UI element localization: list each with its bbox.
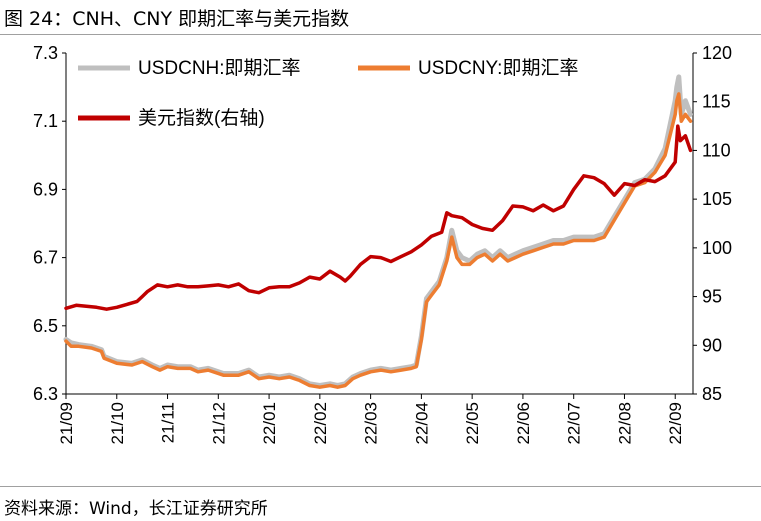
source-note: 资料来源：Wind，长江证券研究所 <box>4 499 268 519</box>
x-tick-label: 22/03 <box>362 402 381 445</box>
x-tick-label: 22/08 <box>615 402 634 445</box>
source-divider <box>0 486 761 487</box>
x-tick-label: 22/02 <box>311 402 330 445</box>
left-tick-label: 6.9 <box>33 179 58 199</box>
x-tick-label: 21/12 <box>209 402 228 445</box>
title-divider <box>0 34 761 35</box>
right-tick-label: 100 <box>702 238 732 258</box>
legend-label-3: 美元指数(右轴) <box>138 107 265 129</box>
legend-label-1: USDCNH:即期汇率 <box>138 57 301 79</box>
right-tick-label: 85 <box>702 384 722 404</box>
x-tick-label: 22/04 <box>412 402 431 445</box>
figure-title: 图 24：CNH、CNY 即期汇率与美元指数 <box>4 8 350 30</box>
series-line-3 <box>64 124 693 311</box>
x-tick-label: 21/11 <box>159 402 178 443</box>
series-line-2 <box>64 92 693 389</box>
x-tick-label: 22/06 <box>514 402 533 445</box>
left-tick-label: 7.3 <box>33 43 58 63</box>
left-tick-label: 7.1 <box>33 111 58 131</box>
left-tick-label: 6.5 <box>33 316 58 336</box>
legend-label-2: USDCNY:即期汇率 <box>418 57 578 79</box>
right-tick-label: 105 <box>702 189 732 209</box>
right-tick-label: 95 <box>702 287 722 307</box>
left-tick-label: 6.7 <box>33 248 58 268</box>
x-tick-label: 22/09 <box>666 402 685 445</box>
line-chart: 7.3 7.1 6.9 6.7 6.5 6.3 120 115 110 105 100 95 90 85 2… <box>33 43 732 445</box>
x-tick-label: 22/01 <box>260 402 279 445</box>
x-tick-label: 22/05 <box>463 402 482 445</box>
right-tick-label: 90 <box>702 335 722 355</box>
x-tick-label: 21/09 <box>57 402 76 445</box>
right-tick-label: 110 <box>702 140 731 160</box>
x-tick-label: 22/07 <box>565 402 584 445</box>
right-tick-label: 120 <box>702 43 732 63</box>
x-tick-label: 21/10 <box>108 402 127 445</box>
right-tick-label: 115 <box>702 92 731 112</box>
left-tick-label: 6.3 <box>33 384 58 404</box>
